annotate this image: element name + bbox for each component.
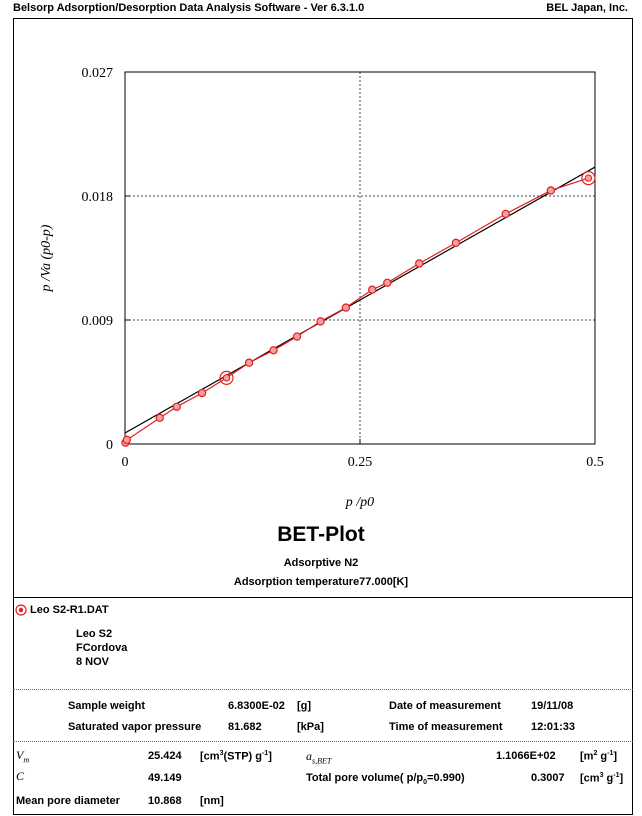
sample-weight-value: 6.8300E-02 xyxy=(228,700,285,712)
data-point xyxy=(316,317,325,326)
x-axis-label: p /p0 xyxy=(345,495,374,510)
svp-value: 81.682 xyxy=(228,721,262,733)
y-tick-label: 0.027 xyxy=(82,66,114,81)
vm-unit: [cm3(STP) g-1] xyxy=(200,750,272,763)
y-axis-label: p /Va (p0-p) xyxy=(39,224,54,292)
tpv-value: 0.3007 xyxy=(531,772,565,784)
data-point xyxy=(122,435,132,445)
app-title: Belsorp Adsorption/Desorption Data Analy… xyxy=(13,2,365,14)
legend-note-3: 8 NOV xyxy=(76,656,110,668)
c-label: C xyxy=(16,769,25,783)
bet-fit-line xyxy=(124,166,596,434)
mpd-value: 10.868 xyxy=(148,795,182,807)
x-tick-label: 0.5 xyxy=(586,455,604,470)
adsorption-temperature: Adsorption temperature77.000[K] xyxy=(233,576,409,588)
date-value: 19/11/08 xyxy=(531,700,574,712)
plot-title: BET-Plot xyxy=(277,523,365,546)
data-point xyxy=(219,370,234,385)
data-point xyxy=(292,332,302,341)
company-name: BEL Japan, Inc. xyxy=(546,2,628,14)
c-value: 49.149 xyxy=(148,772,182,784)
data-point xyxy=(244,358,254,367)
y-tick-label: 0.018 xyxy=(82,190,114,205)
data-point xyxy=(501,209,510,219)
asbet-unit: [m2 g-1] xyxy=(580,750,618,763)
time-value: 12:01:33 xyxy=(531,721,576,733)
mpd-unit: [nm] xyxy=(200,795,224,807)
data-point xyxy=(383,278,392,287)
divider xyxy=(13,689,633,690)
svp-unit: [kPa] xyxy=(297,721,324,733)
svp-label: Saturated vapor pressure xyxy=(68,721,202,733)
time-label: Time of measurement xyxy=(389,721,503,733)
data-point xyxy=(197,388,207,398)
vm-label: Vm xyxy=(16,748,30,765)
sample-weight-label: Sample weight xyxy=(68,700,146,712)
tpv-label: Total pore volume( p/p0=0.990) xyxy=(306,772,465,787)
vm-value: 25.424 xyxy=(148,750,182,762)
divider xyxy=(13,741,633,742)
report-frame xyxy=(13,18,633,815)
mpd-label: Mean pore diameter xyxy=(16,795,120,807)
data-point xyxy=(451,238,461,248)
adsorptive-label: Adsorptive N2 xyxy=(283,557,359,569)
data-point xyxy=(415,259,424,268)
tpv-unit: [cm3 g-1] xyxy=(580,772,624,785)
data-point xyxy=(546,186,556,195)
x-tick-label: 0 xyxy=(122,455,129,470)
legend-file: Leo S2-R1.DAT xyxy=(30,604,109,616)
asbet-label: as,BET xyxy=(306,749,332,766)
date-label: Date of measurement xyxy=(389,700,501,712)
sample-weight-unit: [g] xyxy=(297,700,312,712)
data-point-inner xyxy=(584,174,593,182)
divider xyxy=(13,597,633,598)
data-point xyxy=(155,413,164,423)
data-point xyxy=(172,402,181,411)
legend-note-2: FCordova xyxy=(76,642,128,654)
data-point xyxy=(341,303,351,312)
data-point xyxy=(269,346,278,355)
series-line xyxy=(124,177,589,443)
y-tick-label: 0 xyxy=(106,438,113,453)
data-point-inner xyxy=(222,374,231,382)
legend-note-1: Leo S2 xyxy=(76,628,113,640)
bet-plot-chart: 0 0.25 0.5 0 0.009 0.018 0.027 p /p0 p /Va (p0-p… xyxy=(39,66,604,510)
y-tick-label: 0.009 xyxy=(82,314,114,329)
x-tick-label: 0.25 xyxy=(348,455,373,470)
asbet-value: 1.1066E+02 xyxy=(496,750,556,762)
legend-marker-icon xyxy=(15,604,27,616)
data-point xyxy=(581,170,596,186)
data-point xyxy=(368,285,377,294)
